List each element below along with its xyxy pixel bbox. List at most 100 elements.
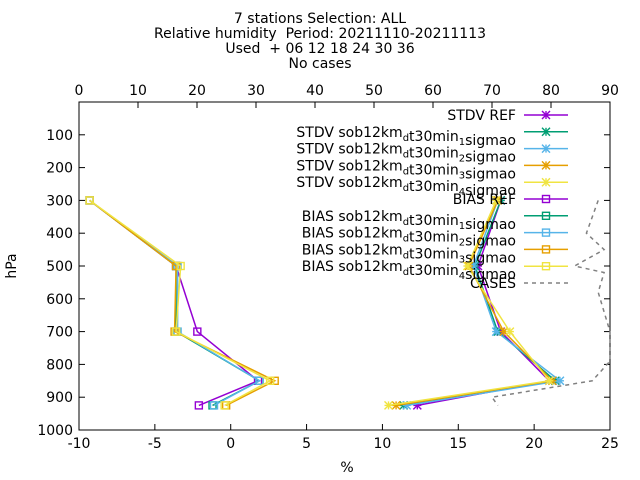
data-point (491, 327, 501, 337)
legend-label: BIAS sob12kmdt30min1sigmao (302, 209, 516, 233)
legend-entry-3 (524, 160, 568, 170)
y-tick-label: 700 (46, 325, 73, 341)
square-marker (255, 376, 264, 385)
legend-label-part: sigmao (465, 166, 516, 182)
legend-label-subscript: 2 (459, 238, 465, 249)
legend-label-part: sigmao (465, 267, 516, 283)
legend-label-part: sigmao (465, 133, 516, 149)
series-8-curve (85, 196, 279, 410)
series-line (89, 199, 272, 407)
star-marker-stroke (555, 376, 565, 386)
legend-label-part: sigmao (465, 183, 516, 199)
square-marker (541, 245, 551, 254)
y-tick-label: 100 (46, 128, 73, 144)
star-marker-stroke (505, 327, 515, 337)
square-marker (265, 376, 275, 385)
legend-entry-4 (524, 177, 568, 187)
series-line (89, 199, 260, 407)
legend-label: STDV sob12kmdt30min2sigmao (296, 142, 516, 166)
star-marker-stroke (541, 144, 551, 154)
x-tick-label: 20 (525, 436, 543, 452)
square-marker (541, 211, 551, 221)
legend-label-subscript: d (403, 183, 409, 194)
data-point (555, 376, 565, 386)
legend-label-subscript: 4 (459, 271, 465, 282)
legend-label-subscript: d (403, 217, 409, 228)
x2-tick-label: 80 (542, 83, 560, 99)
legend-label-part: BIAS sob12km (302, 209, 403, 225)
y-tick-label: 500 (46, 259, 73, 275)
legend-label-part: STDV sob12km (296, 175, 402, 191)
legend-entry-2 (524, 144, 568, 154)
legend-entry-9 (524, 262, 568, 271)
series-9-curve (85, 196, 275, 410)
legend-entry-5 (524, 194, 568, 204)
y-tick-label: 200 (46, 161, 73, 177)
legend-label-subscript: d (403, 133, 409, 144)
x-tick-label: 15 (449, 436, 467, 452)
x2-tick-label: 30 (247, 83, 265, 99)
x-tick-label: 5 (302, 436, 311, 452)
legend-label-subscript: d (403, 250, 409, 261)
square-marker (85, 196, 94, 205)
star-marker-stroke (491, 195, 501, 205)
x2-tick-label: 60 (424, 83, 442, 99)
series-line (89, 199, 277, 407)
x2-tick-label: 20 (188, 83, 206, 99)
chart-title-line-1: 7 stations Selection: ALL (233, 11, 407, 27)
legend-label: BIAS REF (453, 192, 516, 208)
legend-label-part: STDV sob12km (296, 158, 402, 174)
legend-entry-7 (524, 228, 568, 237)
legend-label-subscript: d (403, 150, 409, 161)
data-point (220, 401, 229, 410)
legend-label-part: t30min (409, 179, 459, 195)
data-point (255, 376, 264, 385)
legend-entry-1 (524, 127, 568, 137)
legend-label-part: BIAS REF (453, 192, 516, 208)
legend-label-subscript: 1 (459, 137, 465, 148)
legend-entry-6 (524, 211, 568, 221)
star-marker-stroke (544, 376, 554, 386)
data-point (384, 400, 393, 410)
data-point (193, 327, 202, 336)
legend-label-subscript: 3 (459, 170, 465, 181)
data-point (171, 327, 181, 336)
y-tick-label: 800 (46, 357, 73, 373)
legend-entry-cases: CASES (470, 276, 568, 292)
square-marker (176, 261, 185, 271)
legend-label-subscript: 1 (459, 221, 465, 232)
legend-label: STDV REF (447, 108, 516, 124)
star-marker-stroke (384, 400, 393, 410)
star-marker-stroke (391, 400, 401, 410)
square-marker (209, 401, 219, 410)
x2-tick-label: 70 (483, 83, 501, 99)
y-tick-label: 1000 (37, 423, 73, 439)
legend-label-part: sigmao (465, 217, 516, 233)
legend-label-subscript: 3 (459, 254, 465, 265)
legend-label-part: t30min (409, 162, 459, 178)
data-point (194, 401, 204, 410)
legend-label-part: t30min (409, 230, 459, 246)
legend-label-subscript: d (403, 267, 409, 278)
legend-label: CASES (470, 276, 516, 292)
square-marker (541, 262, 551, 271)
y-axis-label: hPa (4, 253, 20, 278)
x2-tick-label: 0 (75, 83, 84, 99)
legend-label: STDV sob12kmdt30min3sigmao (296, 158, 516, 182)
square-marker (541, 228, 551, 237)
star-marker-stroke (462, 261, 472, 271)
legend-label-part: STDV sob12km (296, 142, 402, 158)
legend-label: BIAS sob12kmdt30min3sigmao (302, 242, 516, 266)
data-point (85, 196, 94, 205)
legend-label-part: sigmao (465, 250, 516, 266)
legend-label-part: t30min (409, 146, 459, 162)
data-point (265, 376, 275, 385)
legend-label-part: sigmao (465, 234, 516, 250)
series-4-curve (384, 195, 554, 410)
legend-label-part: BIAS sob12km (302, 259, 403, 275)
legend-label-part: sigmao (465, 150, 516, 166)
x-axis-label: % (340, 460, 353, 476)
x2-tick-label: 40 (306, 83, 324, 99)
chart-title-line-3: Used + 06 12 18 24 30 36 (225, 41, 415, 57)
y-tick-label: 300 (46, 193, 73, 209)
